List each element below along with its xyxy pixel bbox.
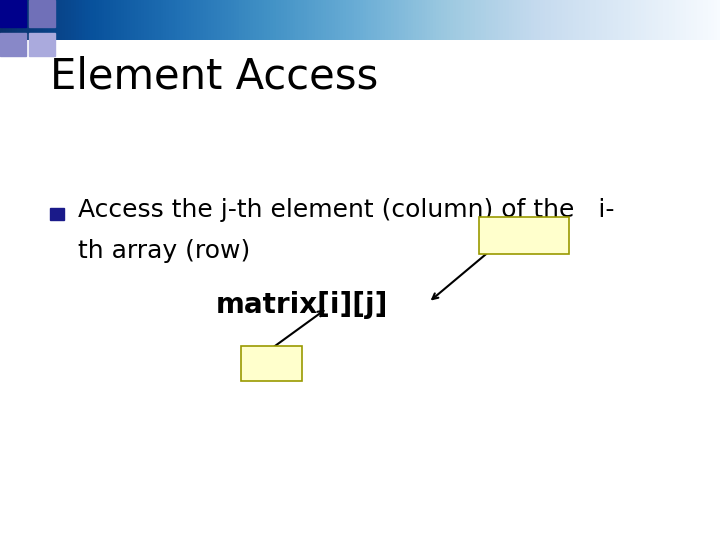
Text: Element Access: Element Access [50,55,379,97]
Text: row: row [256,354,287,372]
Bar [0,0,26,26]
Bar [50,208,64,220]
Bar [29,32,55,56]
Bar [29,0,55,26]
Text: column: column [493,226,554,245]
Text: Access the j-th element (column) of the   i-: Access the j-th element (column) of the … [78,198,614,222]
Bar [0,32,26,56]
Text: th array (row): th array (row) [78,239,250,262]
FancyBboxPatch shape [479,217,569,254]
FancyBboxPatch shape [241,346,302,381]
Text: matrix[i][j]: matrix[i][j] [216,291,388,319]
